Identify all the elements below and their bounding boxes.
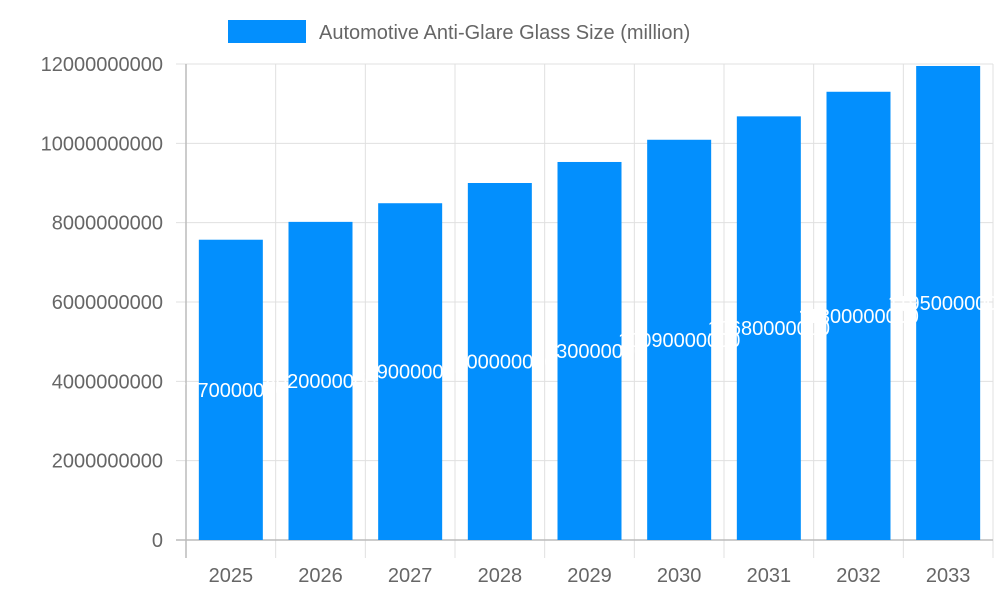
data-label: 7570000000 [175, 380, 286, 402]
data-label: 11300000000 [798, 306, 919, 328]
bar [826, 91, 891, 541]
x-tick-label: 2027 [388, 565, 433, 587]
y-tick-label: 0 [152, 530, 163, 552]
bar [647, 139, 712, 540]
data-label: 10680000000 [708, 318, 830, 340]
x-tick-label: 2026 [298, 565, 343, 587]
x-tick-label: 2029 [567, 565, 612, 587]
data-label: 8490000000 [355, 362, 466, 384]
y-tick-label: 8000000000 [52, 213, 163, 235]
y-tick-label: 10000000000 [41, 133, 163, 155]
y-tick-label: 2000000000 [52, 451, 163, 473]
bar [288, 221, 353, 540]
y-tick-label: 4000000000 [52, 371, 163, 393]
bar [378, 203, 443, 541]
data-label: 8020000000 [265, 371, 376, 393]
data-label: 11950000000 [888, 293, 1000, 315]
x-tick-label: 2032 [836, 565, 881, 587]
bar [198, 239, 263, 540]
bar [467, 183, 532, 540]
x-tick-label: 2028 [478, 565, 523, 587]
data-label: 9000000000 [444, 352, 555, 374]
x-tick-label: 2025 [209, 565, 254, 587]
x-tick-label: 2033 [926, 565, 971, 587]
x-tick-label: 2030 [657, 565, 702, 587]
bar [736, 116, 801, 541]
y-tick-label: 6000000000 [52, 292, 163, 314]
data-label: 10090000000 [618, 330, 740, 352]
bar [916, 65, 981, 540]
x-tick-label: 2031 [747, 565, 792, 587]
bar [557, 161, 622, 540]
y-tick-label: 12000000000 [41, 54, 163, 76]
legend-label: Automotive Anti-Glare Glass Size (millio… [319, 22, 690, 44]
legend-swatch [228, 20, 306, 43]
data-label: 9530000000 [534, 341, 645, 363]
